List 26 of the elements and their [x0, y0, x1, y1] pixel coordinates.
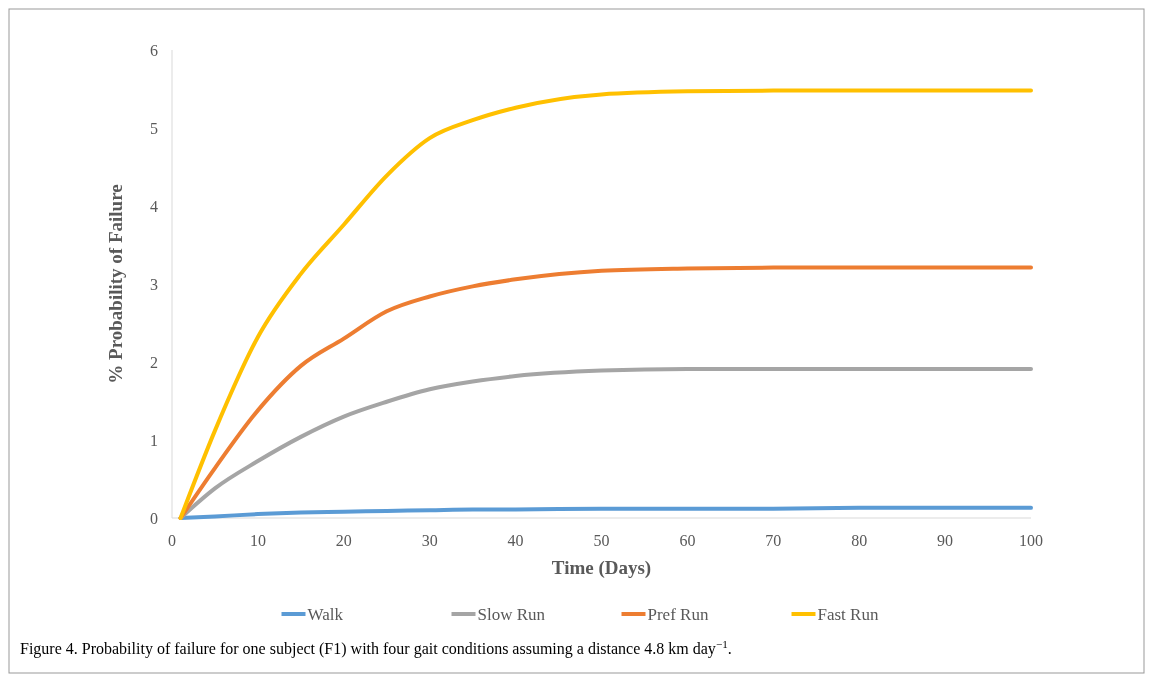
legend-label: Slow Run [477, 604, 546, 624]
x-tick-label: 80 [851, 532, 868, 549]
x-tick-label: 20 [335, 532, 352, 549]
x-tick-label: 50 [593, 532, 610, 549]
y-tick-label: 1 [150, 431, 158, 449]
legend-label: Fast Run [817, 604, 879, 624]
caption: Figure 4. Probability of failure for one subject (F1) with four gait conditions assuming a distance 4.8 km day$^{−1}$. [20, 638, 732, 658]
y-tick-label: 2 [150, 353, 158, 371]
x-tick-label: 100 [1019, 532, 1043, 549]
x-axis-title: Time (Days) [551, 557, 652, 579]
y-axis-title: % Probability of Failure [105, 184, 126, 384]
x-tick-label: 70 [765, 532, 782, 549]
x-tick-label: 90 [937, 532, 954, 549]
y-tick-label: 5 [150, 119, 158, 137]
y-tick-label: 0 [150, 509, 158, 527]
y-tick-label: 4 [150, 197, 158, 215]
x-tick-label: 10 [249, 532, 266, 549]
legend-label: Pref Run [647, 604, 709, 624]
x-tick-label: 0 [168, 532, 176, 549]
x-tick-label: 60 [679, 532, 696, 549]
x-tick-label: 40 [507, 532, 524, 549]
legend-label: Walk [307, 604, 344, 624]
y-tick-label: 6 [150, 41, 158, 59]
line-series [178, 88, 1033, 520]
y-tick-label: 3 [150, 275, 158, 293]
x-tick-label: 30 [421, 532, 438, 549]
